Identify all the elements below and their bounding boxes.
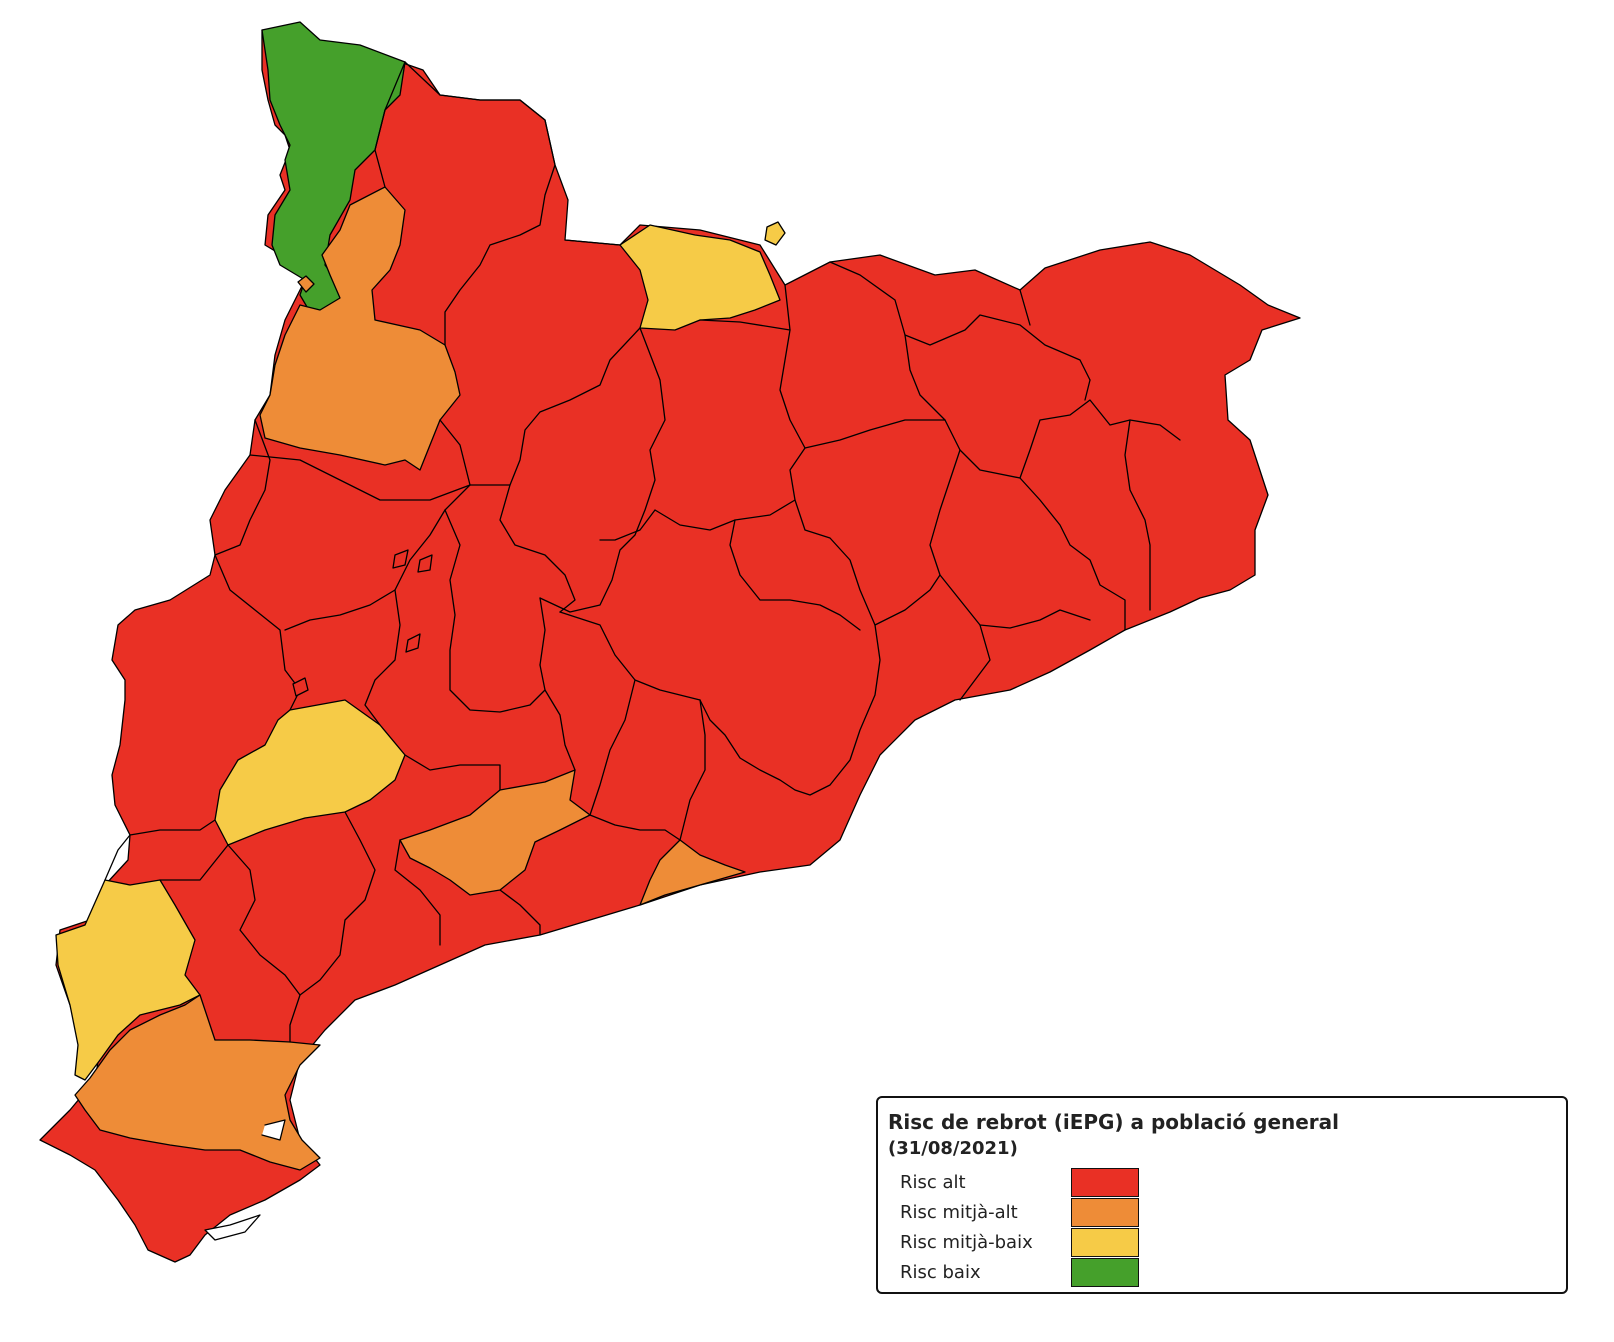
comarca-borders — [104, 61, 1181, 1043]
region-midlow-center-west — [214, 699, 406, 846]
legend-item-mitja-alt: Risc mitjà-alt — [900, 1198, 1160, 1228]
region-midlow-north — [619, 224, 781, 331]
region-midlow-southwest — [55, 879, 201, 1081]
legend-swatch — [1071, 1228, 1139, 1257]
region-midhigh-coast — [639, 839, 746, 906]
legend-swatch — [1071, 1198, 1139, 1227]
legend-item-alt: Risc alt — [900, 1168, 1160, 1198]
enclave-3 — [292, 677, 309, 697]
enclave-4 — [405, 633, 421, 653]
region-enclave-llivia — [764, 221, 786, 246]
region-midhigh-south — [74, 994, 321, 1171]
legend-label: Risc mitjà-alt — [900, 1202, 1018, 1223]
legend-label: Risc baix — [900, 1262, 981, 1283]
region-midhigh-northwest — [259, 186, 461, 471]
enclave-1 — [392, 549, 409, 569]
enclave-2 — [417, 554, 433, 573]
legend-item-baix: Risc baix — [900, 1258, 1160, 1288]
legend-label: Risc alt — [900, 1172, 966, 1193]
enclave-5 — [297, 275, 315, 293]
map-legend: Risc de rebrot (iEPG) a població general… — [876, 1096, 1568, 1294]
legend-label: Risc mitjà-baix — [900, 1232, 1033, 1253]
delta-inlet — [261, 1119, 286, 1141]
legend-date: (31/08/2021) — [888, 1138, 1018, 1159]
delta-south-tip — [204, 1214, 261, 1241]
legend-swatch — [1071, 1258, 1139, 1287]
legend-item-mitja-baix: Risc mitjà-baix — [900, 1228, 1160, 1258]
legend-title: Risc de rebrot (iEPG) a població general — [888, 1110, 1340, 1134]
legend-swatch — [1071, 1168, 1139, 1197]
